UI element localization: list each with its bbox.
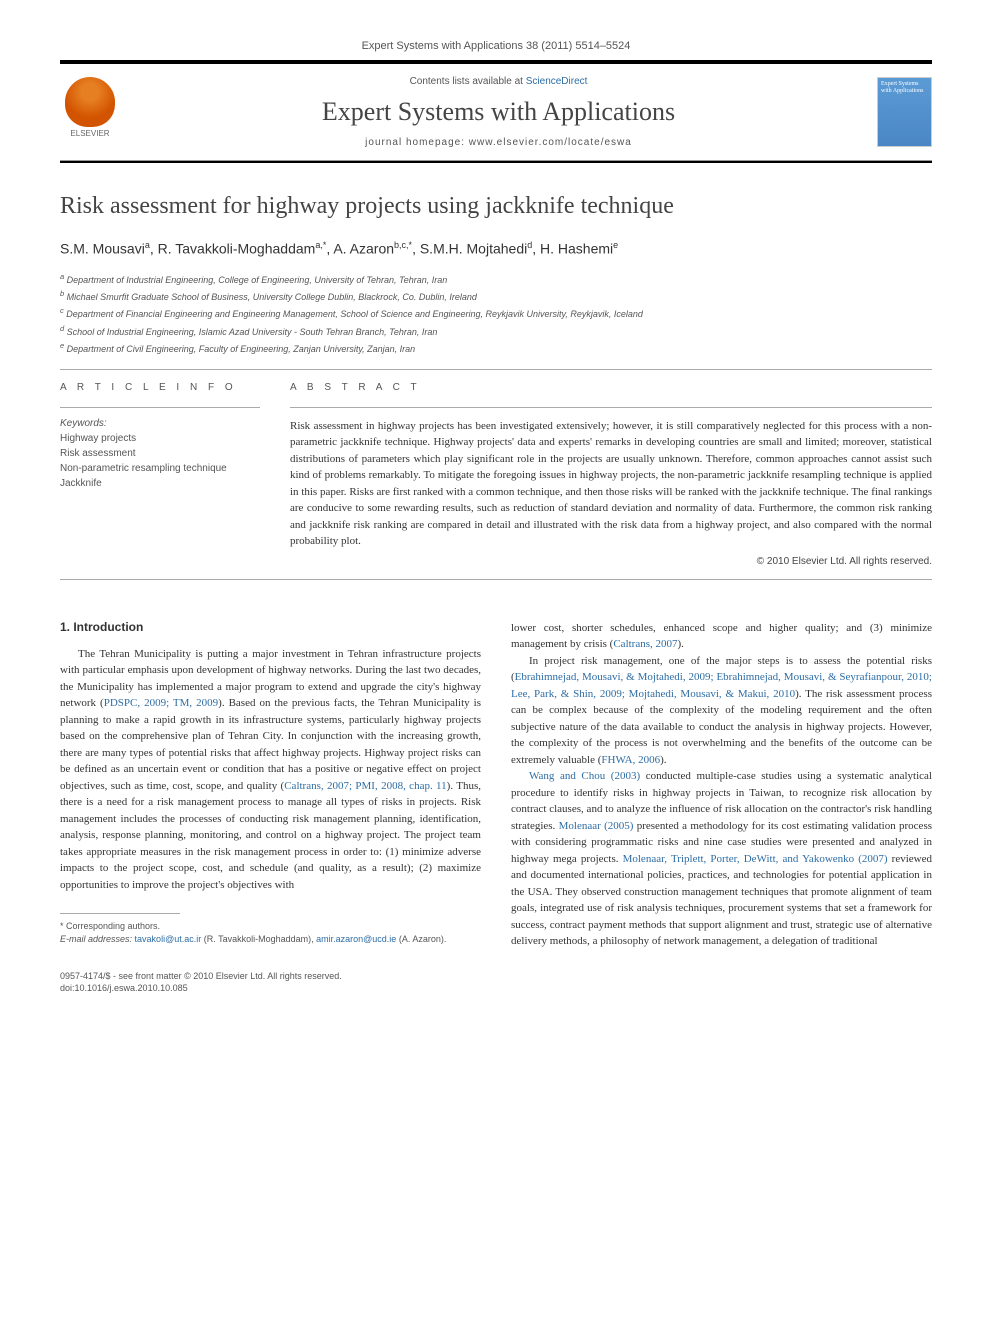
divider-above-abstract	[60, 369, 932, 370]
abstract-column: A B S T R A C T Risk assessment in highw…	[290, 382, 932, 567]
cover-title: Expert Systems with Applications	[881, 81, 928, 95]
body-paragraph: Wang and Chou (2003) conducted multiple-…	[511, 768, 932, 950]
email-2[interactable]: amir.azaron@ucd.ie	[316, 934, 396, 944]
sciencedirect-link[interactable]: ScienceDirect	[526, 76, 588, 87]
affiliation-line: e Department of Civil Engineering, Facul…	[60, 340, 932, 356]
homepage-prefix: journal homepage:	[365, 137, 469, 148]
affiliation-line: a Department of Industrial Engineering, …	[60, 271, 932, 287]
corresponding-authors: * Corresponding authors.	[60, 920, 481, 933]
footnote-divider	[60, 913, 180, 914]
keyword-item: Risk assessment	[60, 446, 260, 461]
email-line: E-mail addresses: tavakoli@ut.ac.ir (R. …	[60, 933, 481, 946]
body-text-right: lower cost, shorter schedules, enhanced …	[511, 620, 932, 950]
keyword-item: Highway projects	[60, 431, 260, 446]
homepage-url[interactable]: www.elsevier.com/locate/eswa	[469, 137, 632, 148]
divider-below-abstract	[60, 579, 932, 580]
article-title: Risk assessment for highway projects usi…	[60, 193, 932, 220]
header-bottom-divider	[60, 161, 932, 163]
doi-line: doi:10.1016/j.eswa.2010.10.085	[60, 982, 932, 995]
body-column-left: 1. Introduction The Tehran Municipality …	[60, 620, 481, 950]
issn-line: 0957-4174/$ - see front matter © 2010 El…	[60, 970, 932, 983]
email-label: E-mail addresses:	[60, 934, 132, 944]
authors-line: S.M. Mousavia, R. Tavakkoli-Moghaddama,*…	[60, 240, 932, 257]
abstract-text: Risk assessment in highway projects has …	[290, 418, 932, 550]
abstract-divider	[290, 407, 932, 408]
journal-cover-thumbnail: Expert Systems with Applications	[877, 77, 932, 147]
publisher-name: ELSEVIER	[70, 129, 109, 138]
footnotes: * Corresponding authors. E-mail addresse…	[60, 920, 481, 945]
affiliations: a Department of Industrial Engineering, …	[60, 271, 932, 357]
keywords-list: Highway projectsRisk assessmentNon-param…	[60, 431, 260, 491]
affiliation-line: b Michael Smurfit Graduate School of Bus…	[60, 288, 932, 304]
journal-header-bar: ELSEVIER Contents lists available at Sci…	[60, 62, 932, 161]
article-info-heading: A R T I C L E I N F O	[60, 382, 260, 393]
body-paragraph: The Tehran Municipality is putting a maj…	[60, 646, 481, 894]
keyword-item: Non-parametric resampling technique	[60, 461, 260, 476]
journal-name: Expert Systems with Applications	[120, 97, 877, 127]
elsevier-tree-icon	[65, 77, 115, 127]
elsevier-logo: ELSEVIER	[60, 77, 120, 147]
contents-available: Contents lists available at ScienceDirec…	[120, 76, 877, 87]
abstract-heading: A B S T R A C T	[290, 382, 932, 393]
email-1-name: (R. Tavakkoli-Moghaddam),	[204, 934, 314, 944]
info-abstract-row: A R T I C L E I N F O Keywords: Highway …	[60, 382, 932, 567]
journal-info: Contents lists available at ScienceDirec…	[120, 76, 877, 148]
keywords-label: Keywords:	[60, 418, 260, 429]
journal-homepage: journal homepage: www.elsevier.com/locat…	[120, 137, 877, 148]
affiliation-line: c Department of Financial Engineering an…	[60, 305, 932, 321]
article-info-column: A R T I C L E I N F O Keywords: Highway …	[60, 382, 260, 567]
email-1[interactable]: tavakoli@ut.ac.ir	[135, 934, 202, 944]
body-column-right: lower cost, shorter schedules, enhanced …	[511, 620, 932, 950]
affiliation-line: d School of Industrial Engineering, Isla…	[60, 323, 932, 339]
abstract-copyright: © 2010 Elsevier Ltd. All rights reserved…	[290, 556, 932, 567]
body-text-left: The Tehran Municipality is putting a maj…	[60, 646, 481, 894]
article-info-divider	[60, 407, 260, 408]
email-2-name: (A. Azaron).	[399, 934, 447, 944]
footer-meta: 0957-4174/$ - see front matter © 2010 El…	[60, 970, 932, 995]
contents-prefix: Contents lists available at	[410, 76, 526, 87]
section-1-title: 1. Introduction	[60, 620, 481, 634]
keyword-item: Jackknife	[60, 476, 260, 491]
body-paragraph: lower cost, shorter schedules, enhanced …	[511, 620, 932, 653]
citation-header: Expert Systems with Applications 38 (201…	[60, 40, 932, 52]
body-paragraph: In project risk management, one of the m…	[511, 653, 932, 769]
body-columns: 1. Introduction The Tehran Municipality …	[60, 620, 932, 950]
